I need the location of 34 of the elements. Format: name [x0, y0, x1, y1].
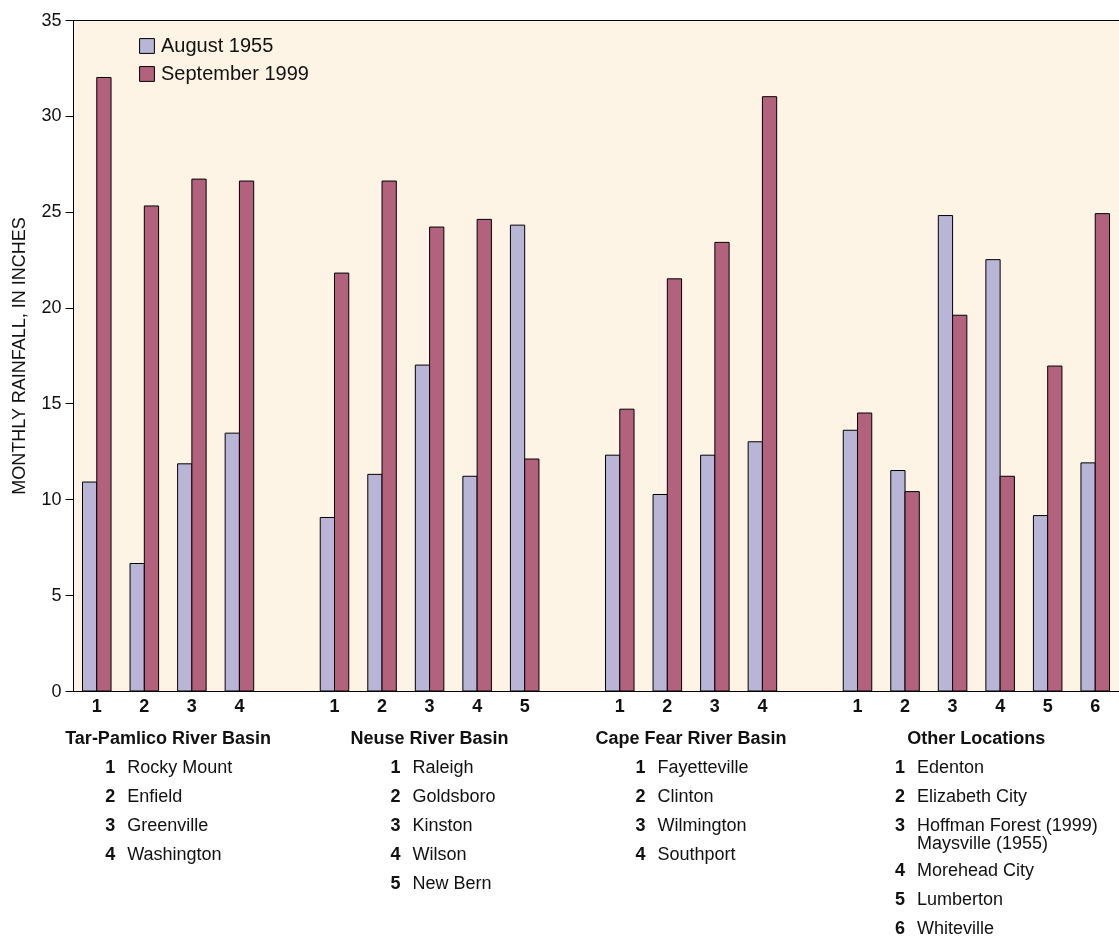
x-tick-label: 6 [1090, 695, 1101, 716]
y-tick-label: 30 [41, 105, 62, 126]
x-tick-label: 4 [234, 695, 245, 716]
x-tick-label: 3 [186, 695, 197, 716]
x-tick-label: 1 [614, 695, 625, 716]
x-tick-label: 5 [1042, 695, 1053, 716]
y-tick-label: 0 [51, 680, 62, 701]
x-tick-label: 2 [662, 695, 673, 716]
x-tick-label: 1 [91, 695, 102, 716]
y-tick-label: 35 [41, 9, 62, 30]
y-axis-title: MONTHLY RAINFALL, IN INCHES [9, 217, 30, 495]
x-tick-label: 1 [329, 695, 340, 716]
y-tick-label: 10 [41, 488, 62, 509]
x-tick-label: 2 [377, 695, 388, 716]
legend-label: August 1955 [161, 34, 274, 56]
x-tick-label: 3 [947, 695, 958, 716]
legend-label: September 1999 [161, 62, 309, 84]
text: Neuse River Basin 1 Raleigh 2 Goldsboro 3 Kinston 4 Wilson 5 New Bern [350, 728, 509, 893]
y-tick-label: 20 [41, 297, 62, 318]
y-tick-label: 25 [41, 201, 62, 222]
x-tick-label: 4 [757, 695, 768, 716]
y-tick-label: 5 [51, 584, 62, 605]
x-tick-label: 2 [139, 695, 150, 716]
text: Tar-Pamlico River Basin 1 Rocky Mount 2 Enfield 3 Greenville 4 Washington [65, 728, 271, 864]
text: Cape Fear River Basin 1 Fayetteville 2 Clinton 3 Wilmington 4 Southport [595, 728, 787, 864]
y-tick-label: 15 [41, 392, 62, 413]
x-tick-label: 5 [519, 695, 530, 716]
x-tick-label: 3 [424, 695, 435, 716]
x-tick-label: 2 [900, 695, 911, 716]
x-tick-label: 1 [852, 695, 863, 716]
x-tick-label: 3 [709, 695, 720, 716]
x-tick-label: 4 [472, 695, 483, 716]
x-tick-label: 4 [995, 695, 1006, 716]
text: Other Locations 1 Edenton 2 Elizabeth City 3 Hoffman Forest (1999) Maysville (1955) 4 Morehead City 5 Lumberton 6 Whiteville [894, 728, 1098, 938]
